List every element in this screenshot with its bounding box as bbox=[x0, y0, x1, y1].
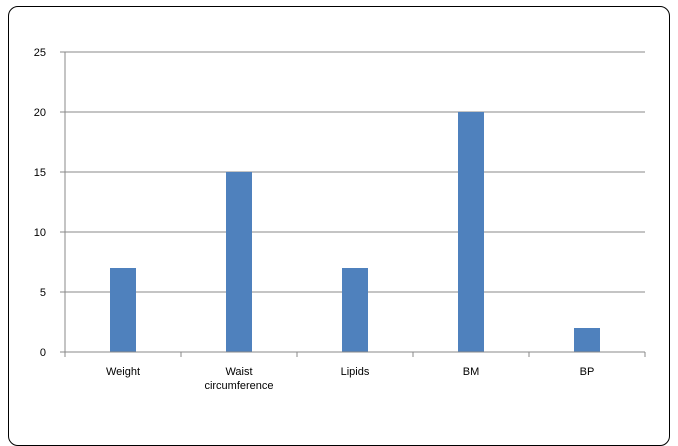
bar bbox=[110, 268, 136, 352]
x-tick-label: BM bbox=[463, 366, 480, 378]
y-tick-label: 20 bbox=[34, 107, 46, 119]
y-tick-label: 25 bbox=[34, 47, 46, 59]
y-tick-label: 0 bbox=[40, 347, 46, 359]
tick-labels: 0 5 10 15 20 25 Weight Waist circumference Lipids… bbox=[34, 47, 595, 392]
bar bbox=[226, 172, 252, 352]
x-tick-label: Lipids bbox=[341, 366, 370, 378]
axes bbox=[60, 51, 646, 357]
y-tick-label: 15 bbox=[34, 167, 46, 179]
y-tick-label: 5 bbox=[40, 287, 46, 299]
bar bbox=[574, 328, 600, 352]
x-tick-label: BP bbox=[580, 366, 595, 378]
y-tick-label: 10 bbox=[34, 227, 46, 239]
x-tick-label-line: BM bbox=[463, 366, 480, 378]
x-tick-label-line: Weight bbox=[106, 366, 140, 378]
bar bbox=[458, 112, 484, 352]
x-tick-label-line: BP bbox=[580, 366, 595, 378]
gridlines bbox=[65, 51, 645, 293]
x-tick-label-line: Waist bbox=[225, 366, 252, 378]
x-tick-label-line: Lipids bbox=[341, 366, 370, 378]
x-tick-label: Weight bbox=[106, 366, 140, 378]
bars bbox=[110, 112, 600, 352]
x-tick-label: Waist circumference bbox=[204, 366, 273, 392]
bar bbox=[342, 268, 368, 352]
x-tick-label-line: circumference bbox=[204, 380, 273, 392]
bar-chart: 0 5 10 15 20 25 Weight Waist circumference Lipids… bbox=[34, 47, 646, 392]
